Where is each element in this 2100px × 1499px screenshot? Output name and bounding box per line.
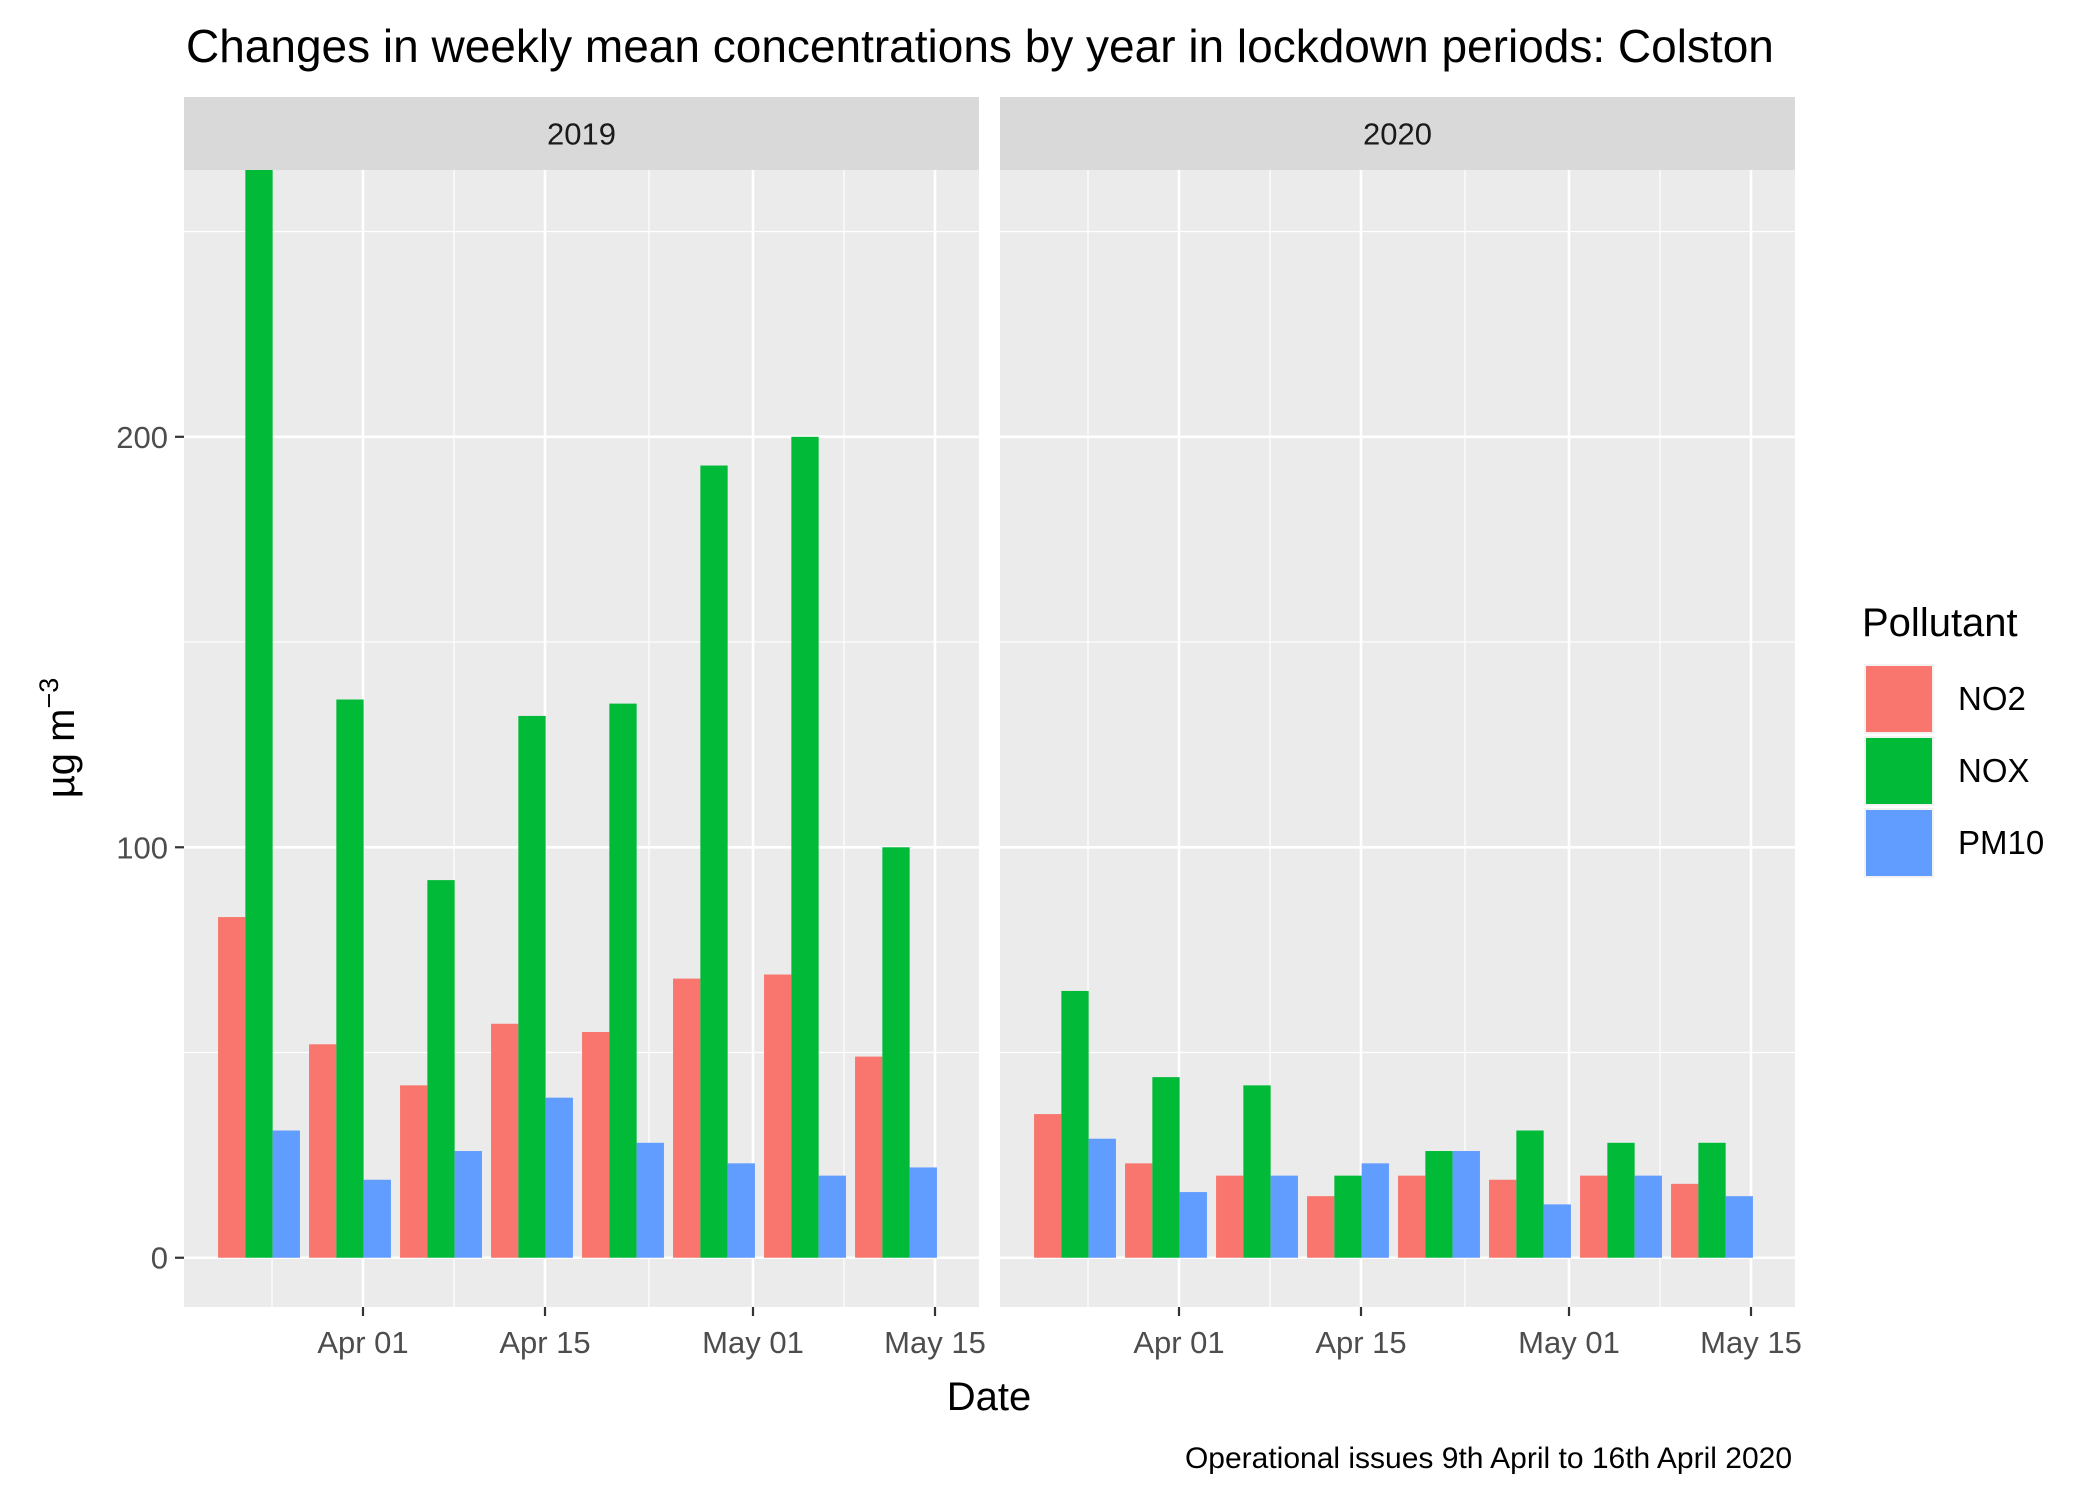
bar-nox-2019-2 <box>336 699 364 1258</box>
bar-nox-2020-8 <box>1698 1142 1726 1258</box>
x-tick-label: May 01 <box>1518 1325 1620 1360</box>
bar-nox-2019-3 <box>427 880 455 1258</box>
strip-background <box>184 97 979 170</box>
bar-no2-2020-2 <box>1125 1163 1153 1258</box>
bar-no2-2020-4 <box>1307 1196 1335 1258</box>
x-tick-label: Apr 01 <box>1133 1325 1224 1360</box>
legend-label-nox: NOX <box>1958 752 2030 789</box>
bar-no2-2019-2 <box>309 1044 337 1258</box>
bar-no2-2020-5 <box>1398 1175 1426 1258</box>
x-tick-label: May 15 <box>1700 1325 1802 1360</box>
strip-background <box>1000 97 1795 170</box>
legend-label-pm10: PM10 <box>1958 824 2044 861</box>
bar-pm10-2020-6 <box>1543 1204 1571 1258</box>
panels: 2019 Apr 01 Apr 15 May 01 May 15 2020 Apr 01 Ap… <box>116 97 1802 1360</box>
legend-key-pm10 <box>1866 810 1932 876</box>
x-tick-label: Apr 01 <box>317 1325 408 1360</box>
bar-nox-2019-6 <box>700 465 728 1258</box>
bar-no2-2019-3 <box>400 1085 428 1258</box>
bar-nox-2020-7 <box>1607 1142 1635 1258</box>
legend-key-no2 <box>1866 666 1932 732</box>
bar-no2-2020-1 <box>1034 1114 1062 1258</box>
bar-no2-2019-7 <box>764 974 792 1258</box>
bar-pm10-2020-1 <box>1088 1138 1116 1258</box>
x-tick-label: May 15 <box>884 1325 986 1360</box>
bar-pm10-2019-7 <box>818 1175 846 1258</box>
svg-text:µg m−3: µg m−3 <box>34 678 83 799</box>
bar-no2-2020-3 <box>1216 1175 1244 1258</box>
bar-pm10-2020-3 <box>1270 1175 1298 1258</box>
bar-nox-2019-5 <box>609 703 637 1258</box>
x-tick-label: Apr 15 <box>1315 1325 1406 1360</box>
bar-nox-2019-4 <box>518 715 546 1258</box>
y-axis-title: µg m−3 <box>34 678 83 799</box>
panel-2019: 2019 Apr 01 Apr 15 May 01 May 15 <box>184 97 986 1360</box>
y-tick-label: 100 <box>116 830 168 865</box>
bar-pm10-2020-7 <box>1634 1175 1662 1258</box>
chart-title: Changes in weekly mean concentrations by… <box>186 20 1774 72</box>
y-axis-title-main: µg m <box>39 709 83 799</box>
bar-nox-2020-6 <box>1516 1130 1544 1258</box>
bar-pm10-2019-5 <box>636 1142 664 1258</box>
x-axis-title: Date <box>947 1375 1032 1419</box>
panel-2020: 2020 Apr 01 Apr 15 May 01 May 15 <box>1000 97 1802 1360</box>
x-tick-label: May 01 <box>702 1325 804 1360</box>
bar-pm10-2020-5 <box>1452 1151 1480 1258</box>
caption: Operational issues 9th April to 16th Apr… <box>1185 1442 1792 1475</box>
bar-nox-2020-5 <box>1425 1151 1453 1258</box>
bar-nox-2020-2 <box>1152 1077 1180 1258</box>
bar-pm10-2020-2 <box>1179 1192 1207 1258</box>
bar-no2-2020-8 <box>1671 1183 1699 1258</box>
bar-no2-2020-7 <box>1580 1175 1608 1258</box>
strip-label: 2019 <box>547 117 616 152</box>
x-tick-label: Apr 15 <box>499 1325 590 1360</box>
y-tick-label: 0 <box>151 1241 168 1276</box>
bar-pm10-2019-3 <box>454 1151 482 1258</box>
bar-nox-2020-1 <box>1061 990 1089 1258</box>
panel-background <box>1000 170 1795 1307</box>
legend-key-nox <box>1866 738 1932 804</box>
bar-no2-2019-5 <box>582 1031 610 1258</box>
bar-no2-2019-6 <box>673 978 701 1258</box>
bar-no2-2019-4 <box>491 1023 519 1258</box>
bar-pm10-2019-1 <box>272 1130 300 1258</box>
bar-pm10-2020-8 <box>1725 1196 1753 1258</box>
bar-nox-2020-3 <box>1243 1085 1271 1258</box>
legend-title: Pollutant <box>1862 601 2018 645</box>
legend: Pollutant NO2 NOX PM10 <box>1862 601 2044 878</box>
legend-label-no2: NO2 <box>1958 680 2026 717</box>
bar-pm10-2020-4 <box>1361 1163 1389 1258</box>
bar-nox-2019-7 <box>791 436 819 1258</box>
bar-nox-2019-1 <box>245 170 273 1258</box>
bar-nox-2020-4 <box>1334 1175 1362 1258</box>
y-axis-title-exponent: −3 <box>34 678 64 709</box>
bar-nox-2019-8 <box>882 847 910 1258</box>
bar-no2-2019-8 <box>855 1056 883 1258</box>
bar-no2-2020-6 <box>1489 1179 1517 1258</box>
bar-no2-2019-1 <box>218 917 246 1258</box>
bar-pm10-2019-4 <box>545 1097 573 1258</box>
bar-pm10-2019-6 <box>727 1163 755 1258</box>
y-axis: 0 100 200 <box>116 420 184 1276</box>
bar-pm10-2019-8 <box>909 1167 937 1258</box>
y-tick-label: 200 <box>116 420 168 455</box>
strip-label: 2020 <box>1363 117 1432 152</box>
bar-pm10-2019-2 <box>363 1179 391 1258</box>
